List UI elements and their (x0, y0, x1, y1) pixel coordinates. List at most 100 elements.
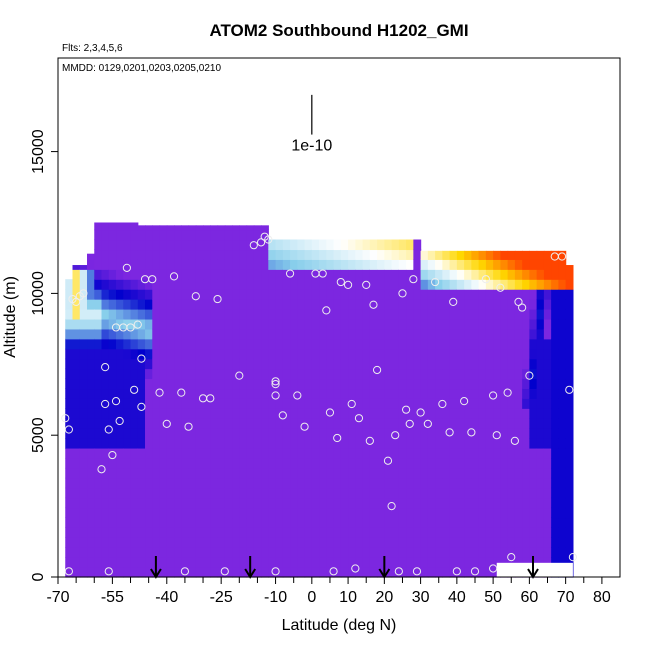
observation-point (235, 371, 244, 380)
scale-bar-label: 1e-10 (291, 138, 332, 155)
observation-point (278, 411, 287, 420)
observation-point (362, 280, 371, 289)
observation-point (130, 385, 139, 394)
observation-point (325, 408, 335, 417)
x-tick-label: 60 (520, 589, 538, 606)
observation-point (108, 450, 117, 460)
observation-point (329, 567, 338, 576)
observation-point (322, 306, 331, 315)
observation-point (300, 422, 309, 431)
observation-point (213, 294, 222, 304)
observation-point (409, 275, 418, 284)
observation-point (405, 419, 414, 428)
observation-point (507, 553, 516, 562)
x-tick-label: 40 (448, 589, 466, 606)
observation-point (180, 567, 190, 576)
x-tick-label: -40 (155, 589, 178, 606)
observation-point (398, 289, 407, 298)
observation-point (565, 385, 574, 394)
observation-point (137, 354, 146, 363)
observation-point (438, 399, 447, 409)
observation-point (354, 414, 364, 423)
observation-point (568, 553, 577, 562)
observation-point (347, 399, 356, 409)
x-axis-label: Latitude (deg N) (282, 617, 397, 634)
observation-point (343, 280, 353, 289)
observation-point (256, 238, 266, 247)
observation-point (394, 567, 403, 576)
observation-point (449, 297, 458, 306)
dates-label: MMDD: 0129,0201,0203,0205,0210 (62, 63, 221, 74)
curtain-heatmap (65, 222, 574, 578)
observation-point (470, 567, 480, 576)
observation-point (293, 391, 302, 400)
observation-point (336, 277, 345, 287)
observation-point (191, 292, 200, 301)
observation-point (369, 300, 378, 309)
x-axis: -70 -55 -40 -25 -10 0 10 20 30 40 50 60 70 80 (46, 576, 611, 606)
x-tick-label: 30 (412, 589, 430, 606)
observation-point (460, 397, 469, 406)
observation-point (104, 425, 113, 434)
observation-point (383, 456, 393, 465)
x-tick-label: 20 (375, 589, 393, 606)
observation-point (525, 371, 534, 380)
observation-point (431, 277, 440, 287)
observation-point (423, 419, 432, 428)
observation-point (318, 269, 327, 278)
observation-point (97, 465, 106, 474)
observation-point (220, 567, 229, 576)
observation-point (137, 402, 146, 411)
y-tick-label: 15000 (30, 129, 47, 174)
observation-point (557, 252, 567, 261)
observation-point (111, 397, 121, 406)
observation-point (206, 394, 215, 403)
observation-point (184, 422, 193, 431)
observation-point (271, 567, 280, 576)
observation-point (489, 391, 498, 400)
observation-point (61, 414, 70, 423)
observation-point (162, 419, 171, 428)
observation-point (372, 365, 382, 375)
observation-point (264, 235, 273, 244)
y-tick-label: 10000 (30, 271, 47, 316)
x-tick-label: 50 (484, 589, 502, 606)
observation-point (489, 564, 498, 573)
observation-point (391, 431, 400, 440)
observation-point (412, 567, 422, 576)
x-tick-label: 80 (593, 589, 611, 606)
x-tick-label: 70 (557, 589, 575, 606)
observation-point (64, 425, 73, 434)
x-tick-label: -70 (46, 589, 69, 606)
observation-point (387, 502, 396, 511)
observation-point (271, 391, 280, 400)
flights-label: Flts: 2,3,4,5,6 (62, 43, 123, 54)
observation-point (492, 431, 501, 440)
observation-point (416, 408, 425, 417)
observation-point (496, 283, 505, 292)
observation-point (177, 388, 186, 397)
x-tick-label: -10 (264, 589, 287, 606)
observation-point (64, 567, 73, 576)
y-tick-label: 0 (30, 572, 47, 581)
observation-point (503, 388, 512, 397)
observation-point (122, 263, 131, 272)
y-axis: 0 5000 10000 15000 (30, 129, 58, 581)
observation-point (115, 416, 124, 426)
observation-point (72, 297, 81, 306)
observation-point (445, 428, 454, 437)
chart-title: ATOM2 Southbound H1202_GMI (209, 21, 468, 40)
observation-point (155, 388, 164, 397)
observation-point (104, 567, 113, 576)
observation-point (333, 433, 342, 443)
observation-point (402, 405, 411, 414)
observation-point (169, 272, 179, 281)
observation-point (101, 399, 110, 409)
observation-points (61, 232, 577, 576)
y-tick-label: 5000 (30, 417, 47, 453)
observation-point (518, 303, 527, 312)
observation-point (467, 428, 476, 437)
observation-point (510, 436, 519, 445)
observation-point (249, 241, 258, 250)
